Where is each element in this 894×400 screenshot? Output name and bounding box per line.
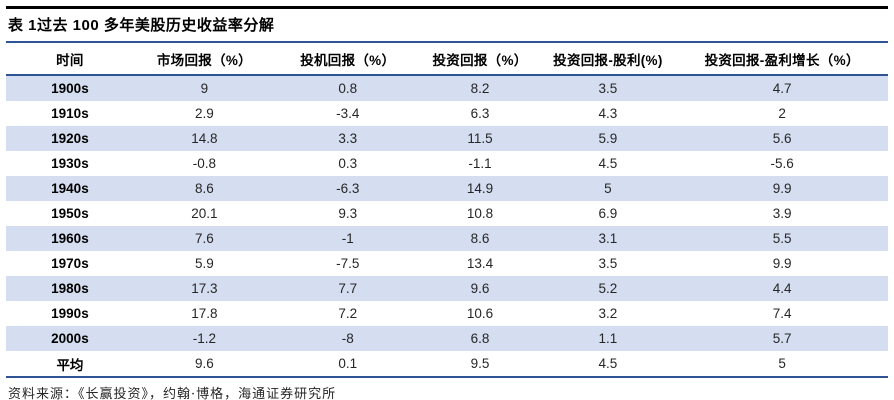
table-body: 1900s 9 0.8 8.2 3.5 4.7 1910s 2.9 -3.4 6.3 4.3 2 192… (6, 75, 888, 377)
header-row: 时间 市场回报（%） 投机回报（%） 投资回报（%） 投资回报-股利(%) 投资… (6, 43, 888, 76)
table-row: 1910s 2.9 -3.4 6.3 4.3 2 (6, 101, 888, 126)
value-cell: 0.3 (338, 156, 358, 171)
value-cell: 5.9 (195, 256, 214, 271)
report-table-figure: 表 1过去 100 多年美股历史收益率分解 时间 市场回报（%） 投机回报（%）… (6, 0, 888, 400)
table-header: 时间 市场回报（%） 投机回报（%） 投资回报（%） 投资回报-股利(%) 投资… (6, 43, 888, 76)
value-cell: 6.8 (470, 331, 490, 346)
value-cell: 7.6 (195, 231, 214, 246)
value-cell: 13.4 (466, 256, 494, 271)
value-cell: 5.7 (772, 331, 792, 346)
value-cell: 3.1 (598, 231, 618, 246)
table-row: 1990s 17.8 7.2 10.6 3.2 7.4 (6, 301, 888, 326)
value-cell: -1 (341, 231, 354, 246)
value-cell: 5.5 (772, 231, 792, 246)
period-cell: 1930s (51, 156, 89, 171)
table-row: 1970s 5.9 -7.5 13.4 3.5 9.9 (6, 251, 888, 276)
value-cell: 3.2 (598, 306, 618, 321)
value-cell: 7.7 (338, 281, 358, 296)
title-block: 表 1过去 100 多年美股历史收益率分解 (6, 6, 888, 43)
table-row: 1950s 20.1 9.3 10.8 6.9 3.9 (6, 201, 888, 226)
column-header-spec-return: 投机回报（%） (274, 43, 421, 76)
column-header-time: 时间 (6, 43, 134, 76)
value-cell: 9.9 (772, 181, 792, 196)
table-row: 1930s -0.8 0.3 -1.1 4.5 -5.6 (6, 151, 888, 176)
column-header-dividend: 投资回报-股利(%) (539, 43, 677, 76)
value-cell: 14.9 (466, 181, 494, 196)
value-cell: 9.6 (195, 356, 214, 371)
value-cell: 8.6 (195, 181, 214, 196)
value-cell: 4.4 (772, 281, 792, 296)
table-row: 2000s -1.2 -8 6.8 1.1 5.7 (6, 326, 888, 351)
value-cell: 9.5 (470, 356, 490, 371)
value-cell: 11.5 (467, 131, 493, 146)
source-note: 资料来源：《长赢投资》，约翰·博格，海通证券研究所 (8, 387, 337, 400)
period-cell: 1900s (51, 81, 89, 96)
value-cell: 17.8 (191, 306, 218, 321)
value-cell: 9.3 (338, 206, 358, 221)
period-cell: 1970s (51, 256, 89, 271)
table-row: 1980s 17.3 7.7 9.6 5.2 4.4 (6, 276, 888, 301)
value-cell: -5.6 (770, 156, 794, 171)
value-cell: 4.3 (598, 106, 618, 121)
period-cell: 1980s (51, 281, 89, 296)
period-cell: 1960s (51, 231, 89, 246)
value-cell: 8.2 (470, 81, 490, 96)
value-cell: 5.9 (598, 131, 618, 146)
period-cell: 1910s (51, 106, 89, 121)
table-row: 1900s 9 0.8 8.2 3.5 4.7 (6, 75, 888, 101)
value-cell: 7.2 (338, 306, 358, 321)
value-cell: 2.9 (195, 106, 214, 121)
value-cell: -1.1 (468, 156, 492, 171)
value-cell: -0.8 (192, 156, 217, 171)
value-cell: 3.5 (598, 256, 618, 271)
value-cell: -6.3 (336, 181, 360, 196)
value-cell: 9 (200, 81, 209, 96)
period-cell: 平均 (56, 357, 84, 373)
value-cell: 9.6 (470, 281, 490, 296)
value-cell: 10.8 (466, 206, 494, 221)
value-cell: 4.5 (598, 156, 618, 171)
period-cell: 1920s (51, 131, 89, 146)
value-cell: 9.9 (772, 256, 792, 271)
value-cell: 3.5 (598, 81, 618, 96)
value-cell: 6.3 (470, 106, 490, 121)
value-cell: 0.8 (338, 81, 358, 96)
value-cell: 8.6 (470, 231, 490, 246)
value-cell: -7.5 (336, 256, 360, 271)
period-cell: 1990s (51, 306, 89, 321)
column-header-invest-return: 投资回报（%） (420, 43, 540, 76)
value-cell: 20.1 (191, 206, 218, 221)
period-cell: 2000s (51, 331, 89, 346)
value-cell: 10.6 (466, 306, 494, 321)
period-cell: 1940s (51, 181, 89, 196)
value-cell: 3.3 (338, 131, 358, 146)
value-cell: 1.1 (598, 331, 618, 346)
table-row: 1960s 7.6 -1 8.6 3.1 5.5 (6, 226, 888, 251)
value-cell: 6.9 (598, 206, 618, 221)
value-cell: 5.2 (598, 281, 618, 296)
value-cell: 2 (778, 106, 786, 121)
column-header-earn-growth: 投资回报-盈利增长（%） (676, 43, 888, 76)
value-cell: 3.9 (772, 206, 792, 221)
table-title: 表 1过去 100 多年美股历史收益率分解 (8, 17, 275, 34)
period-cell: 1950s (51, 206, 89, 221)
value-cell: -3.4 (336, 106, 360, 121)
value-cell: 5 (604, 181, 612, 196)
value-cell: 5 (778, 356, 786, 371)
value-cell: 17.3 (191, 281, 218, 296)
table-row: 1920s 14.8 3.3 11.5 5.9 5.6 (6, 126, 888, 151)
value-cell: 7.4 (772, 306, 792, 321)
value-cell: -8 (341, 331, 354, 346)
returns-table: 时间 市场回报（%） 投机回报（%） 投资回报（%） 投资回报-股利(%) 投资… (6, 43, 888, 378)
table-row: 平均 9.6 0.1 9.5 4.5 5 (6, 351, 888, 377)
value-cell: -1.2 (192, 331, 217, 346)
value-cell: 0.1 (338, 356, 358, 371)
value-cell: 4.5 (598, 356, 618, 371)
value-cell: 14.8 (191, 131, 218, 146)
value-cell: 5.6 (772, 131, 792, 146)
value-cell: 4.7 (772, 81, 792, 96)
table-row: 1940s 8.6 -6.3 14.9 5 9.9 (6, 176, 888, 201)
column-header-market-return: 市场回报（%） (133, 43, 275, 76)
